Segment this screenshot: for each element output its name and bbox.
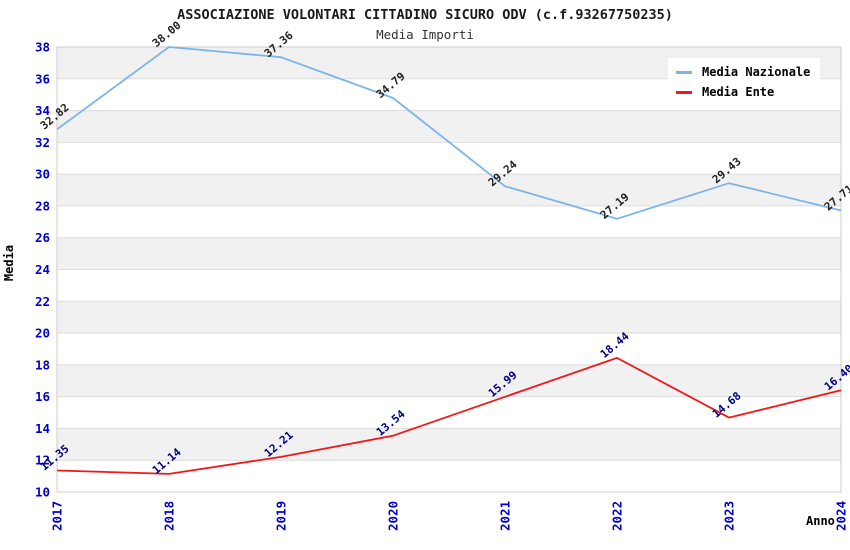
series-line-media-ente	[56, 356, 842, 475]
plot-band	[57, 110, 841, 143]
legend-label: Media Ente	[702, 85, 775, 99]
plot-band	[57, 237, 841, 270]
y-tick-label: 20	[35, 326, 50, 341]
y-tick-label: 16	[35, 389, 50, 404]
y-tick-label: 22	[35, 294, 50, 309]
y-tick-label: 30	[35, 167, 50, 182]
y-axis-title: Media	[2, 244, 16, 282]
legend-dash-icon	[676, 90, 692, 94]
x-tick-label: 2023	[722, 501, 737, 531]
legend-item-media-nazionale: Media Nazionale	[676, 62, 810, 82]
x-tick-label: 2022	[610, 501, 625, 531]
legend-dash-icon	[676, 70, 692, 74]
x-tick-label: 2024	[834, 501, 849, 531]
y-tick-label: 10	[35, 485, 50, 500]
x-tick-label: 2020	[386, 501, 401, 531]
plot-band	[57, 396, 841, 429]
y-tick-label: 34	[35, 103, 50, 118]
chart-title: ASSOCIAZIONE VOLONTARI CITTADINO SICURO …	[177, 7, 673, 23]
plot-band	[57, 333, 841, 365]
plot-band	[57, 205, 841, 238]
y-tick-label: 36	[35, 71, 50, 86]
chart-subtitle: Media Importi	[376, 27, 474, 42]
x-tick-label: 2021	[498, 501, 513, 531]
legend-label: Media Nazionale	[702, 65, 811, 79]
y-tick-label: 28	[35, 198, 50, 213]
x-tick-label: 2017	[50, 501, 65, 531]
plot-band	[57, 364, 841, 397]
plot-band	[57, 269, 841, 302]
y-tick-label: 14	[35, 421, 50, 436]
series-line-media-nazionale	[56, 46, 842, 220]
x-tick-label: 2018	[162, 501, 177, 531]
plot-band	[57, 460, 841, 492]
x-tick-label: 2019	[274, 501, 289, 531]
y-tick-label: 24	[35, 262, 50, 277]
y-tick-label: 38	[35, 40, 50, 55]
plot-band	[57, 301, 841, 334]
legend-item-media-ente: Media Ente	[676, 82, 810, 102]
x-axis-title: Anno	[806, 514, 835, 528]
y-tick-label: 12	[35, 453, 50, 468]
y-tick-label: 26	[35, 230, 50, 245]
y-tick-label: 18	[35, 357, 50, 372]
plot-band	[57, 428, 841, 461]
legend: Media Nazionale Media Ente	[668, 58, 821, 106]
y-tick-label: 32	[35, 135, 50, 150]
plot-border	[56, 46, 842, 493]
plot-band	[57, 142, 841, 175]
